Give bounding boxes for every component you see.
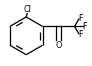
Text: F: F bbox=[83, 22, 87, 31]
Text: F: F bbox=[78, 14, 82, 23]
Text: F: F bbox=[78, 30, 82, 39]
Text: Cl: Cl bbox=[23, 5, 31, 14]
Text: O: O bbox=[55, 41, 62, 50]
